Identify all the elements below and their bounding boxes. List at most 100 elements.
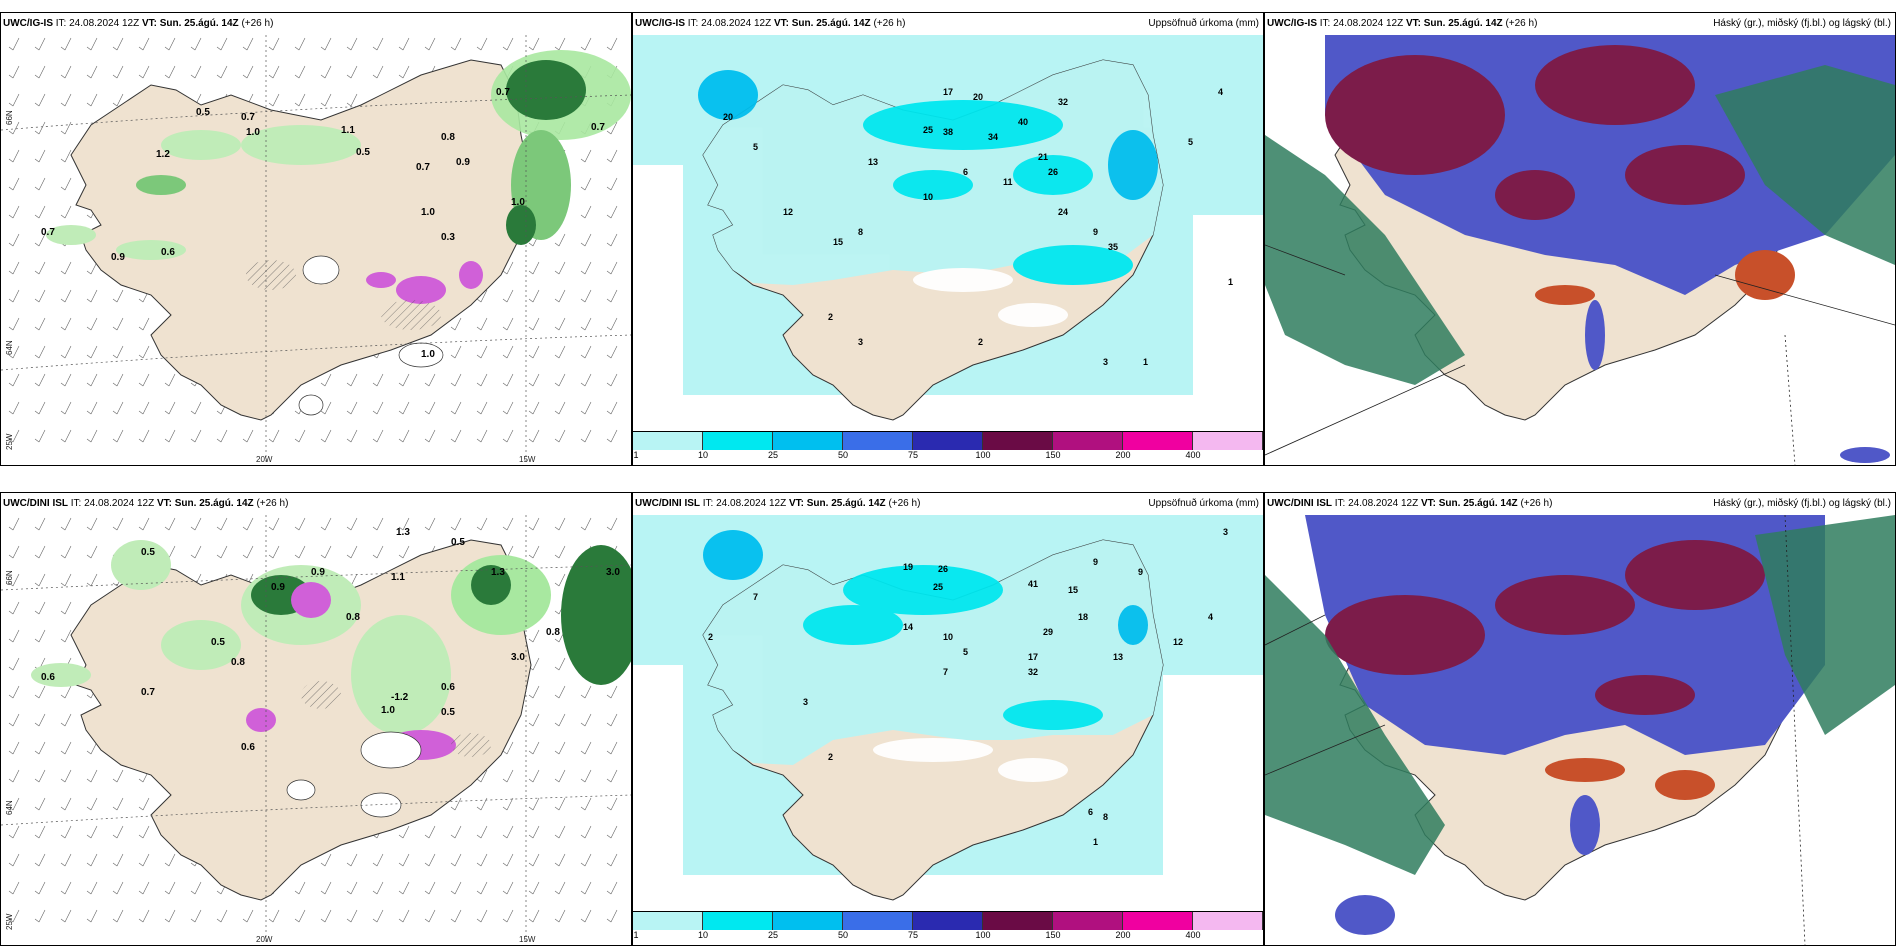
valid-time: Sun. 25.ágú. 14Z xyxy=(791,18,871,29)
wind-barb xyxy=(606,345,618,359)
wind-barb xyxy=(580,825,592,839)
wind-barb xyxy=(606,37,618,51)
valid-time: Sun. 25.ágú. 14Z xyxy=(1423,18,1503,29)
ice-value: 0.8 xyxy=(346,612,360,623)
valid-time: Sun. 25.ágú. 14Z xyxy=(1438,498,1518,509)
wind-barb xyxy=(320,909,332,923)
wind-barb xyxy=(320,881,332,895)
colorbar-labels: 1 10 25 50 75 100 150 200 400 xyxy=(633,450,1263,464)
precip-value: 12 xyxy=(783,207,793,217)
init-time: IT: 24.08.2024 12Z xyxy=(702,498,787,509)
wind-barb xyxy=(8,685,20,699)
wind-barb xyxy=(580,345,592,359)
wind-barb xyxy=(554,261,566,275)
precip-value: 5 xyxy=(1188,137,1193,147)
colorbar-swatch xyxy=(843,432,913,450)
wind-barb xyxy=(554,769,566,783)
wind-barb xyxy=(112,401,124,415)
wind-barb xyxy=(528,37,540,51)
precip-value: 20 xyxy=(973,92,983,102)
precip-colorbar: 1 10 25 50 75 100 150 200 400 xyxy=(633,431,1263,464)
wind-barb xyxy=(60,517,72,531)
wind-barb xyxy=(8,825,20,839)
wind-barb xyxy=(502,37,514,51)
model-name: UWC/IG-IS xyxy=(1267,18,1317,29)
colorbar-swatch xyxy=(913,432,983,450)
wind-barb xyxy=(528,769,540,783)
wind-barb xyxy=(34,93,46,107)
ice-value: 1.0 xyxy=(381,705,395,716)
wind-barb xyxy=(242,517,254,531)
wind-barb xyxy=(424,881,436,895)
ice-value: 1.0 xyxy=(421,207,435,218)
wind-barb xyxy=(580,373,592,387)
wind-barb xyxy=(554,317,566,331)
wind-barb xyxy=(34,881,46,895)
wind-barb xyxy=(372,401,384,415)
precip-value: 3 xyxy=(858,337,863,347)
icing-wind-map: 0.5 0.7 1.0 0.5 0.8 0.7 0.9 1.0 1.0 0.7 … xyxy=(1,35,631,465)
wind-barb xyxy=(112,853,124,867)
wind-barb xyxy=(138,345,150,359)
precip-value: 18 xyxy=(1078,612,1088,622)
graticule xyxy=(1,35,631,465)
wind-barb xyxy=(320,373,332,387)
wind-barb xyxy=(554,657,566,671)
wind-barb xyxy=(190,881,202,895)
wind-barb xyxy=(112,93,124,107)
wind-barb xyxy=(242,429,254,443)
wind-barb xyxy=(268,545,280,559)
wind-barb xyxy=(242,65,254,79)
lon-label-25w: 25W xyxy=(5,913,14,930)
colorbar-label: 25 xyxy=(767,450,779,460)
wind-barb xyxy=(398,853,410,867)
wind-barb xyxy=(268,429,280,443)
wind-barb xyxy=(8,149,20,163)
wind-barb xyxy=(216,65,228,79)
wind-barb xyxy=(372,909,384,923)
precip-value: 5 xyxy=(753,142,758,152)
wind-barb xyxy=(554,545,566,559)
wind-barb xyxy=(606,797,618,811)
wind-barb xyxy=(450,517,462,531)
ice-value: 0.5 xyxy=(196,107,210,118)
wind-barb xyxy=(476,289,488,303)
wind-barb xyxy=(268,909,280,923)
wind-barb xyxy=(528,373,540,387)
precip-value-labels: 19 26 25 41 15 18 29 17 32 13 10 14 12 7… xyxy=(708,527,1228,847)
wind-barb xyxy=(554,713,566,727)
colorbar-label: 75 xyxy=(907,930,919,940)
wind-barb xyxy=(190,545,202,559)
precip-value: 3 xyxy=(1223,527,1228,537)
precip-value: 6 xyxy=(963,167,968,177)
wind-barb xyxy=(346,853,358,867)
wind-barb xyxy=(8,233,20,247)
precip-value: 3 xyxy=(1103,357,1108,367)
ice-value: 0.8 xyxy=(441,132,455,143)
wind-barb xyxy=(450,909,462,923)
ice-value: 0.7 xyxy=(141,687,155,698)
wind-barb xyxy=(606,121,618,135)
wind-barb xyxy=(528,825,540,839)
panel-top-right: UWC/IG-IS IT: 24.08.2024 12Z VT: Sun. 25… xyxy=(1264,12,1896,466)
cloud-map xyxy=(1265,35,1895,465)
ice-value: 0.6 xyxy=(441,682,455,693)
wind-barb xyxy=(606,853,618,867)
precip-value: 9 xyxy=(1138,567,1143,577)
wind-barb xyxy=(372,881,384,895)
wind-barb xyxy=(346,373,358,387)
wind-barb xyxy=(60,741,72,755)
wind-barb xyxy=(138,825,150,839)
lead-time: (+26 h) xyxy=(1505,18,1538,29)
wind-barb xyxy=(8,261,20,275)
precip-value: 9 xyxy=(1093,557,1098,567)
wind-barb xyxy=(580,289,592,303)
wind-barb xyxy=(606,261,618,275)
wind-barb xyxy=(476,345,488,359)
wind-barb xyxy=(8,713,20,727)
wind-barb xyxy=(580,853,592,867)
valid-label: VT: xyxy=(773,18,789,29)
white-holes xyxy=(286,731,422,818)
wind-barb xyxy=(606,741,618,755)
precip-value: 6 xyxy=(1088,807,1093,817)
